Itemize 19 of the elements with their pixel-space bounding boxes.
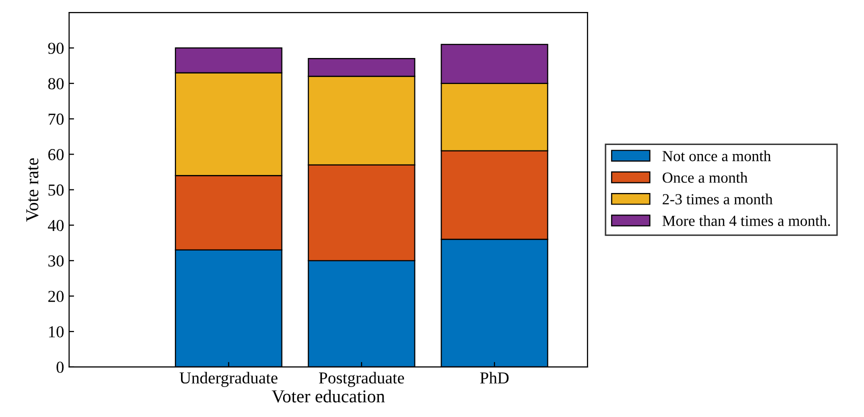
y-tick-label: 10 (49, 326, 64, 338)
x-tick-label: Undergraduate (180, 372, 278, 387)
y-tick-label: 80 (48, 78, 64, 90)
y-tick-label: 0 (56, 362, 64, 373)
y-tick-label: 70 (48, 114, 64, 125)
legend-label: 2-3 times a month (662, 194, 773, 204)
y-tick-label: 90 (48, 42, 64, 54)
y-tick-label: 20 (48, 290, 64, 302)
y-tick-label: 50 (48, 184, 64, 196)
y-tick-label: 60 (48, 148, 64, 160)
y-tick-label: 30 (48, 255, 64, 267)
legend-label: Once a month (662, 172, 748, 183)
legend-label: More than 4 times a month. (662, 215, 830, 226)
x-tick-label: Postgraduate (318, 372, 404, 387)
legend-label: Not once a month (662, 150, 771, 162)
y-tick-label: 40 (48, 220, 64, 232)
x-axis-title: Voter education (272, 390, 385, 403)
y-axis-title: Vote rate (26, 158, 38, 222)
x-tick-label: PhD (480, 372, 509, 384)
